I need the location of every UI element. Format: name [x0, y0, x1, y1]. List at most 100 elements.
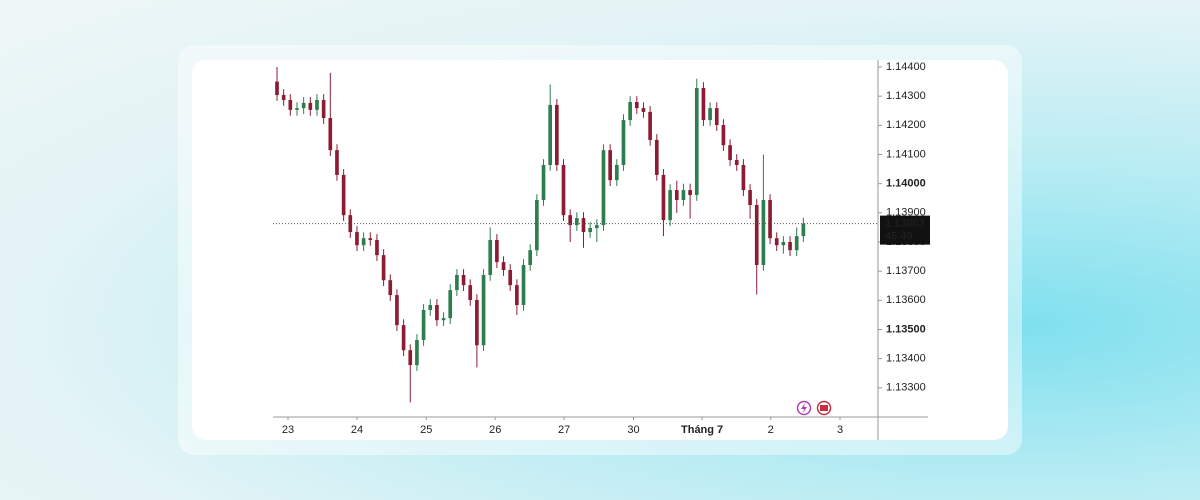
candle-body — [754, 204, 759, 266]
y-tick-label: 1.14000 — [886, 178, 926, 190]
candle-body — [288, 99, 293, 110]
candle-body — [734, 160, 739, 165]
candle-body — [748, 190, 752, 205]
candle-body — [335, 150, 339, 175]
x-tick-label: 23 — [282, 424, 294, 436]
event-icons[interactable] — [796, 400, 832, 416]
y-tick-label: 1.14400 — [886, 61, 926, 73]
candle-body — [295, 108, 299, 110]
y-tick-label: 1.13700 — [886, 265, 926, 277]
candle-body — [515, 285, 519, 305]
candle-body — [594, 225, 599, 228]
candle-body — [794, 236, 799, 251]
candle-body — [535, 200, 539, 251]
candle-body — [634, 102, 639, 109]
candle-body — [395, 295, 399, 326]
x-tick-label: 30 — [627, 424, 639, 436]
x-tick-label: 24 — [351, 424, 363, 436]
candle-body — [275, 81, 279, 95]
candle-body — [768, 200, 772, 239]
candle-body — [421, 309, 426, 340]
candle-body — [694, 88, 699, 196]
candle-body — [508, 270, 513, 286]
candle-body — [521, 265, 526, 305]
candle-body — [575, 218, 579, 226]
candle-body — [541, 165, 546, 200]
y-tick-label: 1.13500 — [886, 323, 926, 335]
candle-body — [548, 104, 553, 165]
candle-body — [761, 200, 766, 266]
candle-body — [555, 104, 559, 165]
event-icon-glyph — [801, 403, 807, 413]
candle-body — [561, 165, 566, 216]
y-tick-label: 1.14200 — [886, 119, 926, 131]
candle-body — [441, 318, 446, 321]
candle-body — [355, 232, 359, 246]
candle-body — [368, 238, 373, 240]
flag-icon-glyph — [820, 405, 828, 411]
candle-body — [701, 88, 706, 121]
candle-body — [661, 174, 666, 221]
candle-body — [801, 223, 806, 237]
candle-body — [601, 150, 606, 226]
candle-body — [621, 120, 626, 165]
candle-body — [455, 274, 459, 291]
y-tick-label: 1.13300 — [886, 382, 926, 394]
candle-body — [628, 102, 632, 121]
candle-body — [428, 305, 433, 310]
y-tick-label: 1.13400 — [886, 353, 926, 365]
candle-body — [708, 108, 712, 121]
candle-body — [381, 255, 386, 281]
candle-body — [475, 300, 479, 346]
candle-body — [301, 102, 306, 109]
candle-body — [674, 190, 679, 200]
candle-body — [341, 174, 346, 216]
candle-body — [501, 262, 506, 270]
candle-body — [721, 125, 726, 146]
x-tick-label: 26 — [489, 424, 501, 436]
candle-body — [281, 95, 286, 100]
candle-body — [461, 274, 466, 286]
chart-card — [192, 60, 1008, 440]
candle-body — [308, 102, 313, 110]
candle-body — [328, 118, 333, 151]
candle-body — [714, 108, 719, 126]
candle-body — [681, 190, 686, 200]
candle-body — [728, 145, 732, 161]
candle-body — [614, 165, 619, 181]
candle-body — [321, 99, 326, 119]
countdown-label: 45:49 — [885, 231, 913, 243]
candle-body — [788, 242, 792, 251]
x-tick-label: Tháng 7 — [681, 424, 723, 436]
x-tick-label: 3 — [837, 424, 843, 436]
candle-body — [401, 325, 406, 351]
candle-body — [568, 215, 573, 226]
candle-body — [528, 250, 533, 266]
candle-body — [468, 285, 473, 301]
current-price-box — [880, 215, 930, 245]
candle-body — [588, 228, 592, 233]
candle-body — [408, 350, 413, 366]
candle-body — [688, 190, 692, 196]
x-tick-label: 25 — [420, 424, 432, 436]
candle-body — [781, 242, 786, 246]
candle-body — [448, 290, 453, 319]
candle-body — [495, 239, 499, 263]
candle-body — [375, 239, 379, 256]
candle-body — [348, 215, 353, 233]
candle-body — [608, 150, 612, 181]
candle-body — [481, 274, 486, 346]
plot — [275, 67, 806, 403]
y-tick-label: 1.13600 — [886, 294, 926, 306]
candle-body — [654, 139, 659, 175]
candle-body — [361, 238, 366, 246]
candle-body — [581, 218, 586, 233]
candle-body — [668, 190, 672, 221]
y-tick-label: 1.14300 — [886, 90, 926, 102]
x-tick-label: 2 — [768, 424, 774, 436]
candle-body — [315, 99, 319, 110]
current-price-label: 1.13863 — [885, 218, 925, 230]
candle-body — [648, 111, 652, 140]
candle-body — [488, 239, 493, 275]
